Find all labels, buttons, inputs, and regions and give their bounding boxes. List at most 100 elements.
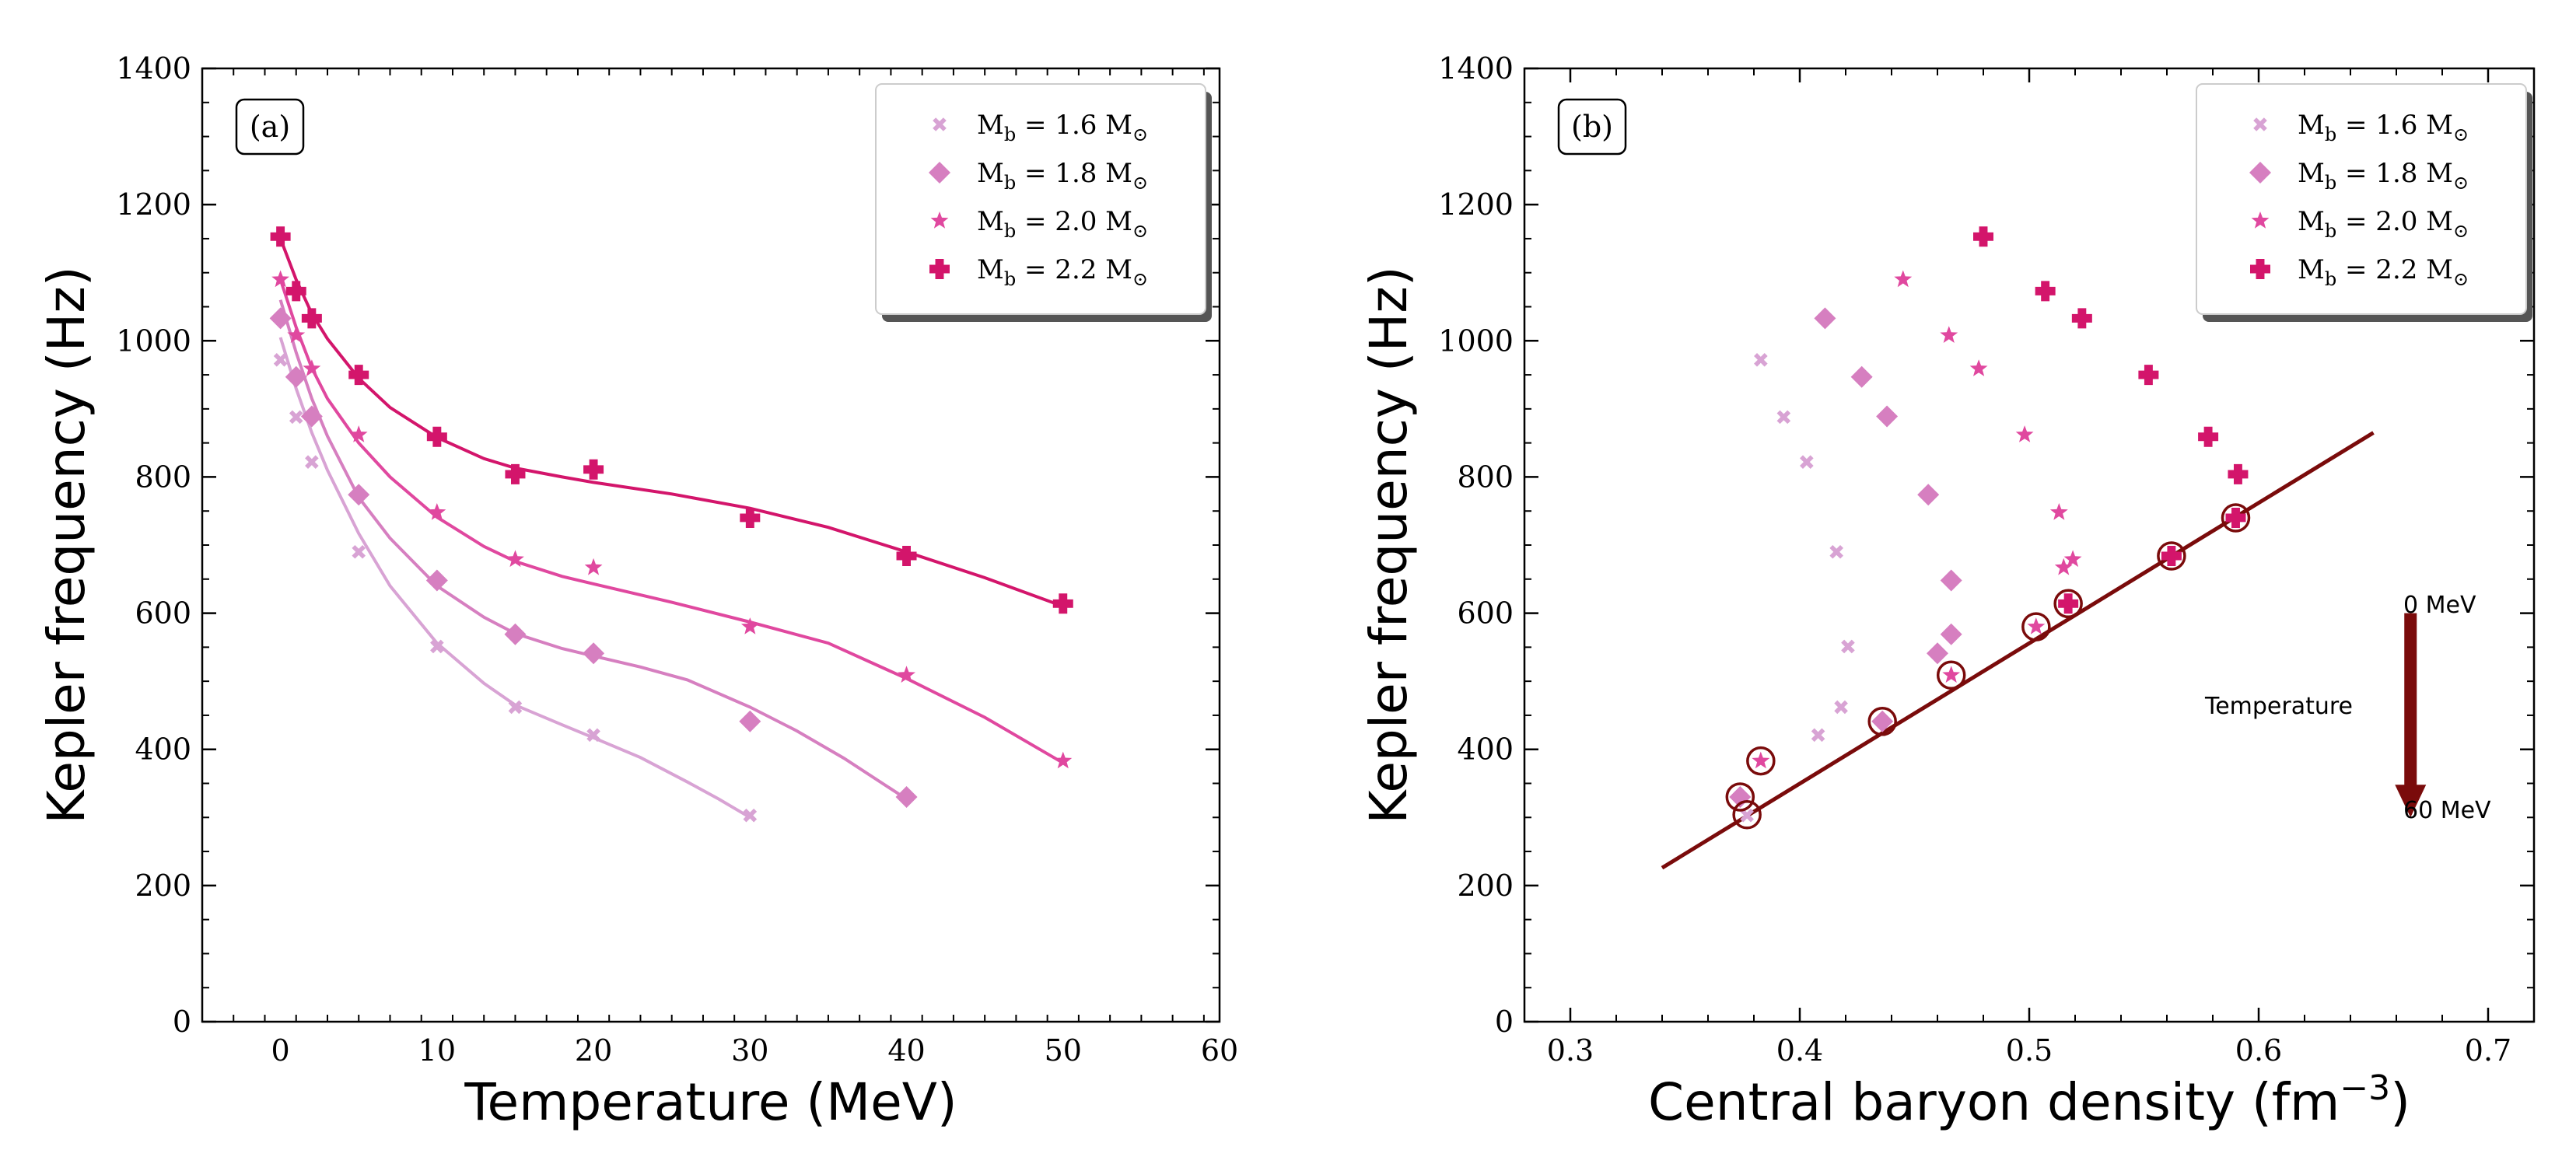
- ytick-label: 200: [1457, 869, 1514, 903]
- circled-point: [2021, 612, 2051, 641]
- ytick-label: 1400: [116, 51, 191, 86]
- data-point-1.6: [1754, 353, 1768, 367]
- panel-a-plot-area: [269, 226, 1073, 823]
- xtick-label: 60: [1201, 1033, 1238, 1068]
- data-point-1.8: [1917, 484, 1940, 506]
- legend-label: Mb = 2.0 M⊙: [977, 206, 1148, 242]
- circled-point: [2053, 589, 2083, 619]
- data-point-2.0: [2054, 558, 2073, 575]
- data-point-1.6: [289, 410, 303, 425]
- data-point-1.6: [1811, 728, 1825, 743]
- data-point-1.6: [1776, 410, 1791, 425]
- data-point-2.0: [349, 425, 368, 442]
- data-point-1.8: [285, 365, 307, 388]
- ytick-label: 1400: [1438, 51, 1514, 86]
- panel-b-ylabel: Kepler frequency (Hz): [1359, 266, 1419, 823]
- xtick-label: 0.3: [1547, 1033, 1594, 1068]
- panel-b-label-box: [1557, 98, 1627, 156]
- data-point-2.2: [896, 546, 917, 567]
- data-point-2.2: [2058, 593, 2079, 614]
- legend-box: [875, 83, 1206, 315]
- data-point-2.2: [740, 507, 761, 528]
- annotation-middle-label: Temperature: [2204, 693, 2353, 720]
- legend-item-1.6: Mb = 1.6 M⊙: [2253, 110, 2469, 145]
- ytick-label: 200: [135, 869, 191, 903]
- xtick-label: 0.6: [2235, 1033, 2282, 1068]
- temperature-arrow-head: [2395, 785, 2427, 818]
- data-point-1.6: [305, 455, 319, 469]
- legend-label: Mb = 1.8 M⊙: [2298, 158, 2469, 194]
- legend-item-1.8: Mb = 1.8 M⊙: [2249, 158, 2469, 194]
- data-point-2.0: [1940, 326, 1958, 343]
- legend-label: Mb = 2.0 M⊙: [2298, 206, 2469, 242]
- ytick-label: 1200: [1438, 187, 1514, 222]
- panel-b: 0 200 400 600 800 1000 1200 1400 0.3 0.4 0.5 0.6 0.7…: [1359, 51, 2536, 1132]
- data-point-2.2: [2225, 507, 2246, 528]
- panel-a: 0 200 400 600 800 1000 1200 1400 0 10 20 30 40 50 60 (…: [37, 51, 1238, 1132]
- data-point-1.8: [1940, 623, 1962, 645]
- panel-b-plot-area: [1661, 226, 2375, 870]
- circled-point: [1732, 800, 1762, 830]
- panel-a-ticks: [201, 67, 1220, 1023]
- panel-a-legend: Mb = 1.6 M⊙ Mb = 1.8 M⊙ Mb = 2.0 M⊙ Mb = 2.…: [875, 83, 1212, 322]
- xtick-label: 30: [731, 1033, 768, 1068]
- ytick-label: 1000: [1438, 323, 1514, 358]
- fit-curve-1.6: [278, 337, 751, 820]
- data-point-1.8: [1927, 642, 1948, 665]
- temperature-arrow-annotation: 0 MeV Temperature 60 MeV: [2204, 592, 2491, 824]
- panel-a-label: (a): [250, 110, 290, 144]
- data-point-1.8: [1871, 710, 1894, 732]
- data-point-2.0: [1054, 751, 1073, 769]
- data-point-1.8: [425, 569, 448, 592]
- data-point-2.0: [2063, 550, 2082, 568]
- data-point-2.2: [301, 308, 322, 329]
- data-point-2.2: [2161, 546, 2182, 567]
- xtick-label: 0.4: [1776, 1033, 1823, 1068]
- data-point-1.8: [895, 786, 918, 809]
- data-point-2.2: [348, 365, 369, 386]
- data-point-2.2: [1052, 593, 1073, 614]
- legend-item-2.2: Mb = 2.2 M⊙: [929, 254, 1148, 290]
- ytick-label: 800: [1457, 460, 1514, 494]
- data-point-2.2: [505, 463, 526, 484]
- legend-marker: [933, 117, 947, 131]
- xtick-label: 0: [271, 1033, 290, 1068]
- data-point-2.0: [1752, 751, 1770, 769]
- data-point-2.2: [583, 459, 604, 480]
- data-point-1.8: [1850, 365, 1873, 388]
- ytick-label: 1000: [116, 323, 191, 358]
- ytick-label: 800: [135, 460, 191, 494]
- panel-a-label-box: [235, 98, 305, 156]
- linear-fit-line: [1661, 431, 2375, 870]
- data-point-1.8: [269, 307, 292, 330]
- data-point-1.8: [1814, 307, 1836, 330]
- data-point-2.2: [2198, 426, 2219, 447]
- legend-marker: [2251, 211, 2270, 229]
- data-point-1.8: [504, 623, 527, 645]
- legend-label: Mb = 2.2 M⊙: [2298, 254, 2469, 290]
- ytick-label: 400: [1457, 732, 1514, 767]
- data-point-2.2: [2138, 365, 2159, 386]
- data-point-1.8: [1940, 569, 1962, 592]
- panel-b-ticks: [1524, 67, 2535, 1023]
- panel-b-tick-labels: 0 200 400 600 800 1000 1200 1400 0.3 0.4 0.5 0.6 0.7: [1438, 51, 2511, 1068]
- panel-a-ylabel: Kepler frequency (Hz): [37, 266, 96, 823]
- xtick-label: 20: [575, 1033, 612, 1068]
- legend-marker: [929, 259, 950, 279]
- panel-b-legend: Mb = 1.6 M⊙ Mb = 1.8 M⊙ Mb = 2.0 M⊙ Mb = 2.…: [2196, 83, 2532, 322]
- data-point-2.2: [270, 226, 291, 247]
- data-point-2.2: [2228, 463, 2249, 484]
- data-point-1.6: [273, 353, 288, 367]
- ytick-label: 600: [1457, 596, 1514, 631]
- data-point-2.0: [584, 558, 603, 575]
- data-point-2.0: [740, 617, 759, 634]
- data-point-2.0: [1942, 666, 1961, 683]
- data-point-1.6: [743, 808, 758, 823]
- data-point-1.8: [348, 484, 370, 506]
- legend-item-1.8: Mb = 1.8 M⊙: [929, 158, 1148, 194]
- xtick-label: 0.7: [2465, 1033, 2511, 1068]
- ytick-label: 0: [1495, 1005, 1514, 1039]
- legend-label: Mb = 2.2 M⊙: [977, 254, 1148, 290]
- data-point-2.0: [303, 359, 321, 376]
